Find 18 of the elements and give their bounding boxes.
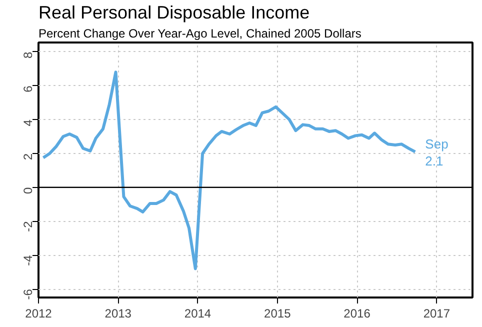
y-tick-label: 0: [21, 187, 35, 194]
x-tick-label: 2012: [25, 306, 52, 320]
annotation: 2.1: [425, 153, 444, 168]
y-tick-label: 8: [21, 51, 35, 58]
y-tick-label: -2: [21, 220, 35, 232]
chart-subtitle: Percent Change Over Year-Ago Level, Chained 2005 Dollars: [38, 26, 362, 40]
chart-title: Real Personal Disposable Income: [38, 2, 310, 22]
y-tick-label: -4: [21, 254, 35, 266]
y-tick-label: 2: [21, 153, 35, 160]
annotation: Sep: [425, 136, 448, 152]
x-tick-label: 2016: [344, 306, 371, 320]
y-tick-label: 4: [21, 119, 35, 126]
x-tick-label: 2017: [423, 306, 450, 320]
x-tick-label: 2013: [104, 306, 132, 320]
y-tick-label: 6: [21, 85, 35, 92]
y-tick-label: -6: [21, 288, 35, 300]
x-tick-label: 2014: [184, 306, 212, 320]
x-tick-label: 2015: [264, 306, 292, 320]
